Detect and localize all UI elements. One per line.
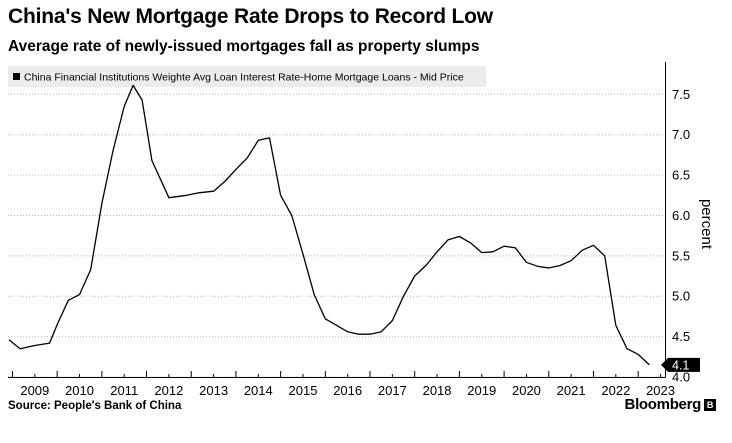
x-tick-label: 2014 (244, 383, 273, 398)
chart-subtitle: Average rate of newly-issued mortgages f… (8, 38, 480, 55)
x-tick-label: 2016 (333, 383, 362, 398)
y-tick-label: 6.5 (672, 168, 690, 183)
chart-title: China's New Mortgage Rate Drops to Recor… (8, 5, 493, 28)
x-tick-label: 2022 (601, 383, 630, 398)
legend-swatch (13, 73, 20, 80)
brand-name: Bloomberg (624, 396, 702, 413)
x-tick-label: 2011 (110, 383, 138, 398)
x-tick-label: 2023 (646, 383, 675, 398)
x-tick-label: 2010 (65, 383, 94, 398)
x-tick-label: 2021 (557, 383, 586, 398)
y-tick-label: 4.0 (672, 370, 690, 385)
legend-series-label: China Financial Institutions Weighte Avg… (24, 72, 464, 84)
x-tick-label: 2013 (199, 383, 228, 398)
x-tick-label: 2020 (512, 383, 541, 398)
last-value-label: 4.1 (672, 358, 689, 372)
x-tick-label: 2012 (154, 383, 183, 398)
y-tick-label: 7.5 (672, 87, 690, 102)
x-tick-label: 2015 (289, 383, 318, 398)
bloomberg-logo: Bloomberg B (625, 396, 716, 413)
y-axis-label: percent (698, 199, 715, 250)
x-tick-label: 2017 (378, 383, 407, 398)
series-line (8, 84, 650, 366)
x-tick-label: 2018 (423, 383, 452, 398)
last-value-label-bg (661, 357, 700, 372)
bloomberg-square-icon: B (704, 399, 716, 411)
y-tick-label: 6.0 (672, 208, 690, 223)
y-tick-label: 5.5 (672, 248, 690, 263)
y-tick-label: 4.5 (672, 329, 690, 344)
y-tick-label: 7.0 (672, 127, 690, 142)
legend-box (8, 66, 486, 87)
source-note: Source: People's Bank of China (8, 400, 182, 412)
x-tick-label: 2009 (20, 383, 49, 398)
y-tick-label: 5.0 (672, 289, 690, 304)
x-tick-label: 2019 (467, 383, 496, 398)
